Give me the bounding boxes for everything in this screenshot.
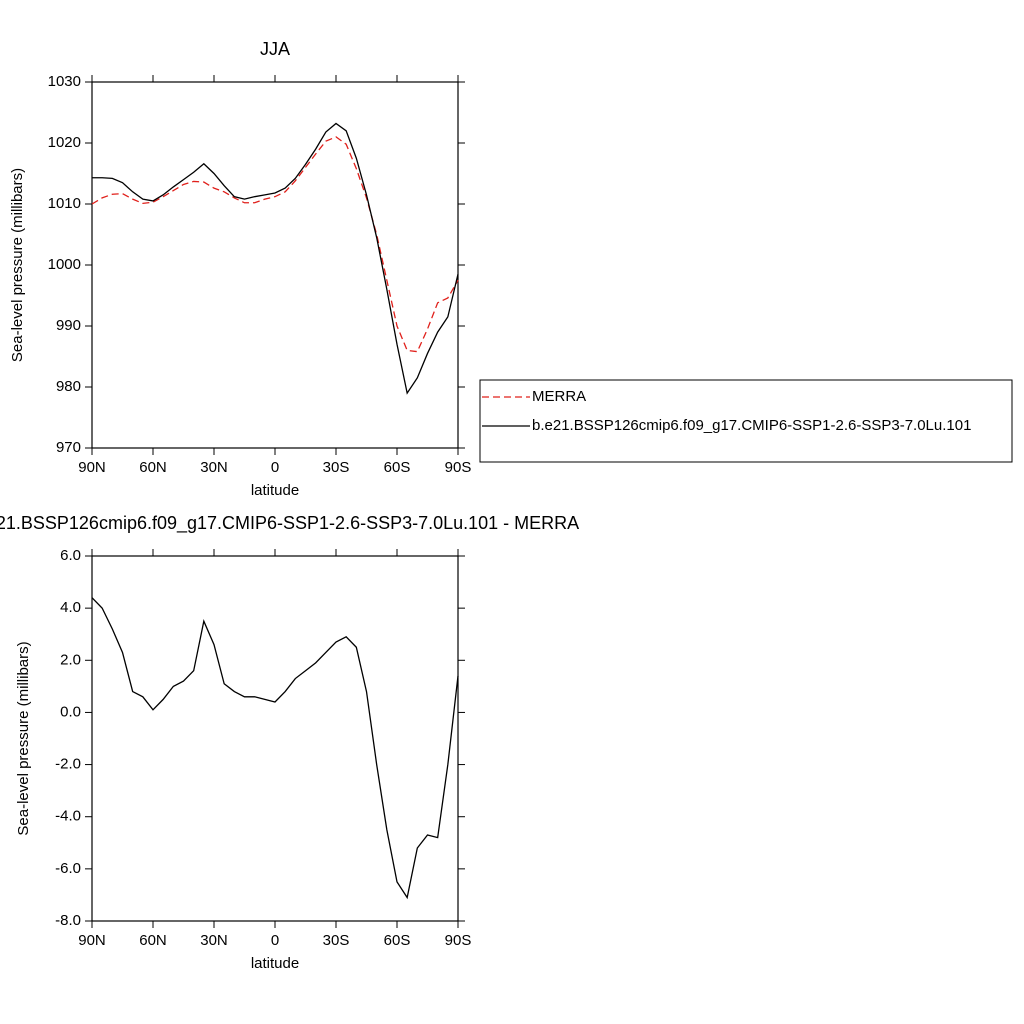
- y-tick-label: 4.0: [60, 599, 81, 616]
- x-tick-label: 60S: [384, 459, 411, 476]
- y-tick-label: 1020: [48, 134, 81, 151]
- x-tick-label: 90S: [445, 932, 472, 949]
- plot-frame: [91, 81, 459, 449]
- x-tick-label: 30N: [200, 459, 228, 476]
- chart-title: JJA: [260, 39, 290, 59]
- y-tick-label: 970: [56, 439, 81, 456]
- x-tick-label: 0: [271, 932, 279, 949]
- legend-label: b.e21.BSSP126cmip6.f09_g17.CMIP6-SSP1-2.…: [532, 417, 971, 434]
- x-axis-label: latitude: [251, 482, 299, 499]
- x-tick-label: 0: [271, 459, 279, 476]
- y-tick-label: 2.0: [60, 651, 81, 668]
- chart-title: b.e21.BSSP126cmip6.f09_g17.CMIP6-SSP1-2.…: [0, 513, 579, 534]
- y-tick-label: 1000: [48, 256, 81, 273]
- y-tick-label: 1030: [48, 73, 81, 90]
- x-tick-label: 30N: [200, 932, 228, 949]
- x-tick-label: 60S: [384, 932, 411, 949]
- y-tick-label: 990: [56, 317, 81, 334]
- data-line: [91, 136, 459, 353]
- plot-frame: [91, 555, 459, 922]
- x-tick-label: 90N: [78, 932, 106, 949]
- x-tick-label: 30S: [323, 459, 350, 476]
- y-tick-label: 1010: [48, 195, 81, 212]
- y-tick-label: -6.0: [55, 860, 81, 877]
- y-axis-label: Sea-level pressure (millibars): [9, 168, 26, 362]
- data-line: [92, 122, 459, 395]
- x-tick-label: 30S: [323, 932, 350, 949]
- y-axis-label: Sea-level pressure (millibars): [15, 641, 32, 835]
- legend-box: [479, 379, 1013, 463]
- legend-label: MERRA: [532, 388, 586, 405]
- y-tick-label: 980: [56, 378, 81, 395]
- y-tick-label: 6.0: [60, 547, 81, 564]
- y-tick-label: 0.0: [60, 703, 81, 720]
- data-line: [91, 597, 459, 900]
- x-tick-label: 90N: [78, 459, 106, 476]
- x-tick-label: 60N: [139, 932, 167, 949]
- y-tick-label: -8.0: [55, 912, 81, 929]
- x-axis-label: latitude: [251, 955, 299, 972]
- y-tick-label: -2.0: [55, 756, 81, 773]
- x-tick-label: 90S: [445, 459, 472, 476]
- y-tick-label: -4.0: [55, 808, 81, 825]
- x-tick-label: 60N: [139, 459, 167, 476]
